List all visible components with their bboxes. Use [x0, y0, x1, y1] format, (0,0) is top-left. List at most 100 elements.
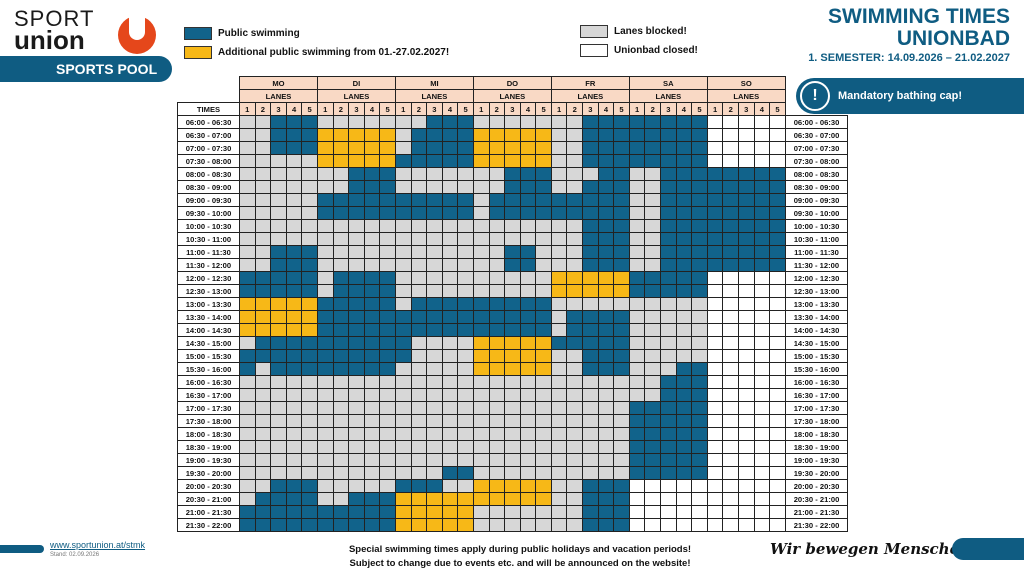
- lane-cell: [285, 349, 303, 363]
- lane-cell: [348, 453, 365, 467]
- lane-cell: [566, 193, 584, 207]
- lane-cell: [426, 167, 443, 181]
- lane-cell: [426, 479, 443, 493]
- lane-cell: [348, 258, 365, 272]
- lane-cell: [504, 518, 521, 532]
- lane-cell: [535, 388, 552, 402]
- lane-cell: [706, 323, 724, 337]
- lane-cell: [457, 427, 474, 441]
- lane-cell: [566, 388, 584, 402]
- lane-cell: [628, 518, 646, 532]
- lane-cell: [472, 141, 490, 155]
- lane-cell: [582, 154, 599, 168]
- time-slot: 21:00 - 21:30: [177, 505, 240, 519]
- table-row: 15:30 - 16:00: [177, 362, 786, 376]
- lane-cell: [316, 219, 334, 233]
- lane-cell: [597, 349, 615, 363]
- lane-cell: [566, 440, 584, 454]
- lane-cell: [566, 505, 584, 519]
- lane-cell: [566, 453, 584, 467]
- lane-cell: [582, 375, 599, 389]
- lane-cell: [316, 115, 334, 129]
- table-row: 16:30 - 17:00: [177, 388, 786, 402]
- lane-cell: [488, 115, 506, 129]
- lane-cell: [363, 310, 381, 324]
- lane-number: 3: [426, 102, 443, 116]
- lane-cell: [628, 245, 646, 259]
- lane-cell: [706, 141, 724, 155]
- lane-cell: [441, 310, 459, 324]
- table-row: 10:30 - 11:00: [177, 232, 786, 246]
- lane-cell: [660, 180, 677, 194]
- lane-cell: [706, 128, 724, 142]
- lane-cell: [363, 297, 381, 311]
- lane-cell: [769, 271, 786, 285]
- lane-cell: [535, 258, 552, 272]
- lane-cell: [239, 362, 256, 376]
- lane-cell: [722, 245, 739, 259]
- lane-cell: [738, 128, 755, 142]
- lane-cell: [628, 193, 646, 207]
- legend-additional-swatch: [184, 46, 212, 59]
- lane-cell: [660, 440, 677, 454]
- lane-cell: [566, 518, 584, 532]
- lane-cell: [753, 284, 771, 298]
- lane-cell: [519, 206, 537, 220]
- lane-cell: [535, 284, 552, 298]
- lane-cell: [613, 310, 630, 324]
- lane-cell: [597, 505, 615, 519]
- lane-cell: [379, 414, 396, 428]
- table-row: 14:00 - 14:30: [177, 323, 786, 337]
- lane-cell: [691, 141, 708, 155]
- lane-cell: [753, 466, 771, 480]
- right-time-row: 13:00 - 13:30: [785, 297, 848, 311]
- lane-cell: [457, 271, 474, 285]
- lane-number: 1: [550, 102, 568, 116]
- lane-cell: [488, 388, 506, 402]
- lane-cell: [675, 167, 693, 181]
- lane-cell: [301, 232, 318, 246]
- lane-number: 2: [644, 102, 662, 116]
- lane-number: 4: [753, 102, 771, 116]
- lane-cell: [488, 349, 506, 363]
- lane-cell: [644, 362, 662, 376]
- lane-cell: [316, 349, 334, 363]
- lane-cell: [332, 193, 350, 207]
- lane-cell: [597, 258, 615, 272]
- lane-cell: [488, 193, 506, 207]
- lane-cell: [316, 271, 334, 285]
- lane-cell: [270, 427, 287, 441]
- time-slot: 20:30 - 21:00: [177, 492, 240, 506]
- table-row: 21:00 - 21:30: [177, 505, 786, 519]
- lane-cell: [410, 219, 428, 233]
- lane-cell: [628, 349, 646, 363]
- lane-cell: [691, 206, 708, 220]
- lane-cell: [613, 258, 630, 272]
- lane-cell: [410, 466, 428, 480]
- lane-cell: [644, 388, 662, 402]
- lane-cell: [363, 167, 381, 181]
- lane-cell: [457, 154, 474, 168]
- lane-cell: [691, 453, 708, 467]
- lane-cell: [457, 206, 474, 220]
- lane-cell: [691, 219, 708, 233]
- lane-number: 2: [566, 102, 584, 116]
- lane-cell: [706, 414, 724, 428]
- lane-cell: [706, 401, 724, 415]
- lane-cell: [660, 232, 677, 246]
- lane-cell: [457, 219, 474, 233]
- lane-cell: [301, 128, 318, 142]
- right-time-row: 21:00 - 21:30: [785, 505, 848, 519]
- lane-number-row: TIMES 1 2 3 4 5 1 2 3 4 5 1 2 3 4 5 1 2 3 4 5 1 2 3 4 5 1 2 3 4 5 1 2 3 4 5: [177, 102, 786, 116]
- lane-cell: [332, 362, 350, 376]
- lane-cell: [582, 297, 599, 311]
- lane-cell: [270, 401, 287, 415]
- website-link[interactable]: www.sportunion.at/stmk: [50, 540, 146, 550]
- lane-cell: [644, 414, 662, 428]
- lane-cell: [394, 206, 412, 220]
- lane-cell: [285, 284, 303, 298]
- lane-cell: [332, 141, 350, 155]
- time-slot: 12:30 - 13:00: [177, 284, 240, 298]
- time-slot: 21:30 - 22:00: [177, 518, 240, 532]
- lane-cell: [519, 349, 537, 363]
